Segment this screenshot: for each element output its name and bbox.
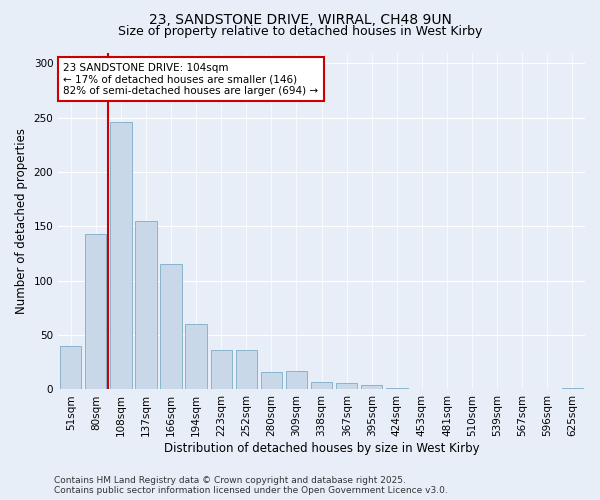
Text: Contains HM Land Registry data © Crown copyright and database right 2025.
Contai: Contains HM Land Registry data © Crown c… [54, 476, 448, 495]
Text: Size of property relative to detached houses in West Kirby: Size of property relative to detached ho… [118, 25, 482, 38]
Bar [336, 383, 358, 390]
Bar [311, 382, 332, 390]
Text: 23 SANDSTONE DRIVE: 104sqm
← 17% of detached houses are smaller (146)
82% of sem: 23 SANDSTONE DRIVE: 104sqm ← 17% of deta… [64, 62, 319, 96]
Bar [386, 388, 407, 390]
Bar [562, 388, 583, 390]
Bar [85, 234, 106, 390]
Y-axis label: Number of detached properties: Number of detached properties [15, 128, 28, 314]
Bar [261, 372, 282, 390]
Bar [185, 324, 207, 390]
Bar [136, 221, 157, 390]
Bar [211, 350, 232, 390]
Bar [160, 264, 182, 390]
Bar [236, 350, 257, 390]
Bar [110, 122, 131, 390]
Bar [361, 385, 382, 390]
Bar [60, 346, 82, 390]
X-axis label: Distribution of detached houses by size in West Kirby: Distribution of detached houses by size … [164, 442, 479, 455]
Text: 23, SANDSTONE DRIVE, WIRRAL, CH48 9UN: 23, SANDSTONE DRIVE, WIRRAL, CH48 9UN [149, 12, 451, 26]
Bar [286, 371, 307, 390]
